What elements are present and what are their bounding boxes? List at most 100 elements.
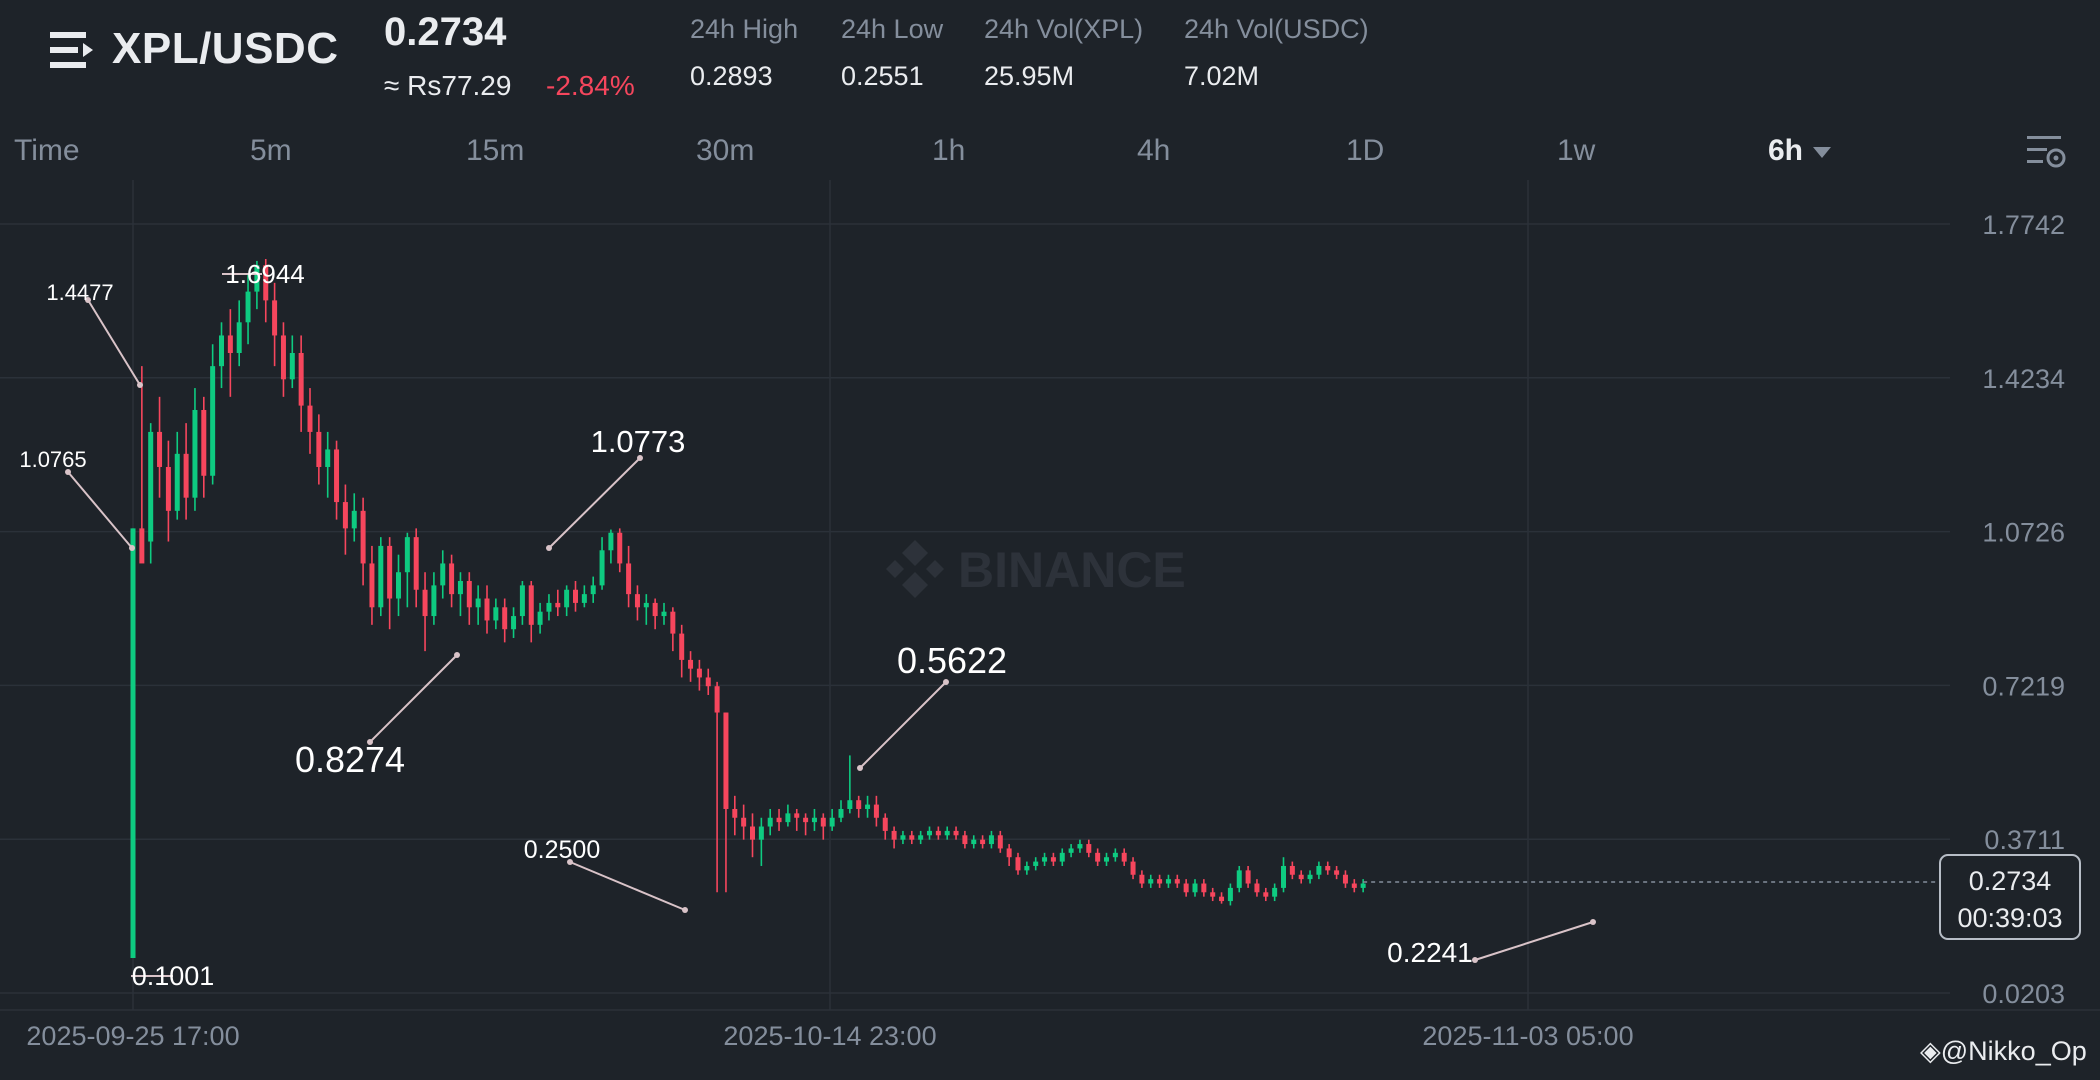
annotation-arrowhead	[1590, 919, 1596, 925]
candle-body	[466, 580, 472, 608]
current-price-badge	[1939, 854, 2081, 941]
candle-body	[564, 589, 570, 608]
candle-body	[316, 431, 322, 467]
tab-30m[interactable]: 30m	[696, 134, 755, 167]
candle-body	[254, 265, 260, 292]
candle-body	[732, 808, 738, 818]
tab-5m[interactable]: 5m	[250, 134, 292, 167]
annotation-line	[548, 457, 641, 549]
stat-label: 24h Vol(USDC)	[1184, 14, 1369, 44]
candle-body	[705, 677, 711, 687]
trading-pair[interactable]: XPL/USDC	[112, 24, 339, 73]
candle-body	[882, 817, 888, 831]
candle-body	[670, 611, 676, 634]
candle-body	[581, 594, 587, 603]
tab-6h-label: 6h	[1768, 134, 1804, 167]
tab-time[interactable]: Time	[14, 134, 80, 167]
annotation-arrowhead	[1472, 957, 1478, 963]
annotation-arrowhead	[682, 907, 688, 913]
candle-body	[493, 607, 499, 621]
candle-body	[971, 839, 977, 845]
tab-4h[interactable]: 4h	[1137, 134, 1171, 167]
candle-body	[643, 602, 649, 608]
caret-down-icon	[1813, 146, 1832, 158]
candle-body	[856, 800, 862, 809]
candle-body	[528, 585, 534, 625]
candlestick-chart[interactable]: 0.273400:39:031.44771.69441.07650.10011.…	[0, 180, 2100, 1080]
menu-icon[interactable]	[50, 30, 95, 70]
candle-body	[953, 830, 959, 836]
candle-body	[573, 589, 578, 603]
y-tick-label: 0.7219	[1982, 671, 2065, 701]
candle-body	[1121, 852, 1127, 862]
annotation-arrowhead	[129, 545, 135, 551]
tab-6h-dropdown[interactable]: 6h	[1768, 134, 1832, 168]
annotation-label: 0.2241	[1387, 937, 1473, 968]
candle-body	[1077, 844, 1083, 849]
candle-body	[918, 835, 924, 840]
tab-1h[interactable]: 1h	[932, 134, 966, 167]
candle-body	[245, 291, 251, 323]
candle-body	[192, 409, 198, 498]
y-tick-label: 1.7742	[1982, 210, 2065, 240]
candle-body	[440, 563, 446, 586]
candle-body	[1342, 874, 1348, 884]
candle-body	[1307, 874, 1313, 880]
candle-body	[599, 550, 605, 586]
annotation-line	[569, 861, 686, 911]
tab-1d[interactable]: 1D	[1346, 134, 1385, 167]
candle-body	[1210, 892, 1216, 897]
candle-body	[1227, 887, 1233, 902]
stat-24h-vol-xpl: 24h Vol(XPL) 25.95M	[984, 14, 1143, 92]
candle-body	[546, 602, 552, 612]
candle-body	[387, 545, 393, 599]
stat-24h-low: 24h Low 0.2551	[841, 14, 943, 92]
stat-value: 25.95M	[984, 61, 1075, 91]
candle-body	[891, 830, 897, 840]
candle-body	[1325, 865, 1331, 871]
candle-body	[909, 835, 915, 840]
annotation-label: 0.8274	[295, 739, 405, 780]
candle-body	[130, 528, 136, 959]
candle-body	[396, 572, 401, 599]
tab-1w[interactable]: 1w	[1557, 134, 1596, 167]
x-tick-label: 2025-11-03 05:00	[1422, 1021, 1633, 1051]
annotation-arrowhead	[546, 545, 552, 551]
candle-body	[1245, 870, 1251, 884]
candle-body	[723, 712, 729, 809]
candle-body	[1104, 857, 1109, 862]
candle-body	[1006, 848, 1012, 858]
candle-body	[758, 826, 764, 840]
candle-body	[555, 602, 561, 608]
candle-body	[165, 466, 171, 511]
candle-countdown: 00:39:03	[1957, 903, 2062, 933]
candle-body	[1024, 865, 1030, 871]
candles	[130, 258, 1366, 959]
annotation-arrowhead	[367, 739, 373, 745]
candle-body	[865, 804, 871, 809]
candle-body	[369, 563, 375, 608]
candle-body	[803, 817, 809, 823]
last-price: 0.2734	[384, 10, 507, 54]
y-tick-label: 1.4234	[1982, 364, 2065, 394]
candle-body	[873, 804, 879, 818]
tab-15m[interactable]: 15m	[466, 134, 525, 167]
price-annotations: 0.2734 00:39:03 1.4477 1.6944 1.0765 0.1001 1.…	[19, 259, 2081, 991]
annotation-line	[369, 654, 458, 743]
x-tick-label: 2025-09-25 17:00	[26, 1021, 239, 1051]
annotation-arrowhead	[85, 297, 91, 303]
candle-body	[626, 563, 632, 595]
candle-body	[634, 594, 640, 608]
candle-body	[1298, 874, 1304, 880]
chart-settings-icon[interactable]	[2025, 132, 2067, 172]
candle-body	[741, 817, 747, 827]
candle-body	[307, 405, 313, 432]
candle-body	[219, 335, 224, 367]
y-tick-label: 1.0726	[1982, 518, 2065, 548]
candle-body	[537, 611, 543, 625]
candle-body	[502, 607, 508, 630]
annotation-arrowhead	[567, 859, 573, 865]
chart-axes: 1.7742 1.4234 1.0726 0.7219 0.3711 0.0203 2025…	[0, 210, 2100, 1051]
interval-tabs: Time 5m 15m 30m 1h 4h 1D 1w 6h	[0, 128, 2100, 178]
candle-body	[351, 510, 357, 529]
